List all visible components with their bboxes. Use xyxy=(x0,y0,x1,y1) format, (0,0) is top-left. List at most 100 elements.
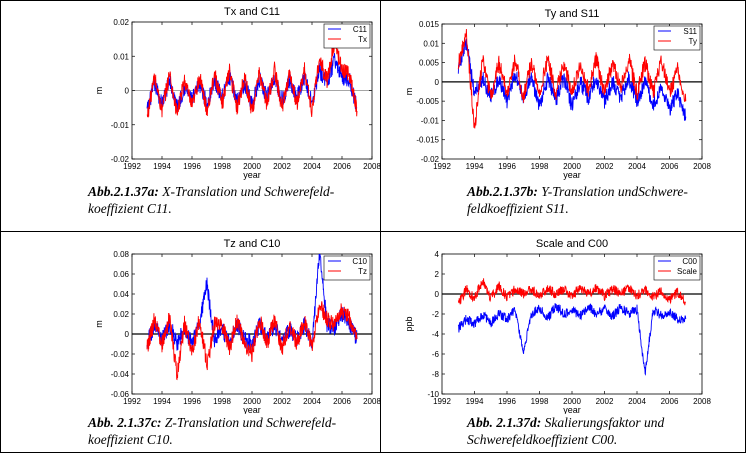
x-tick-label: 1996 xyxy=(498,162,516,171)
chart-tx-c11: Tx and C11 1992 1994 1996 1998 2000 2002 2004 20… xyxy=(94,6,381,180)
x-tick-label: 2006 xyxy=(661,162,679,171)
chart-title: Tz and C10 xyxy=(224,238,281,250)
x-tick-label: 2008 xyxy=(363,162,381,171)
y-tick-label: 0 xyxy=(435,78,440,87)
legend-box xyxy=(653,255,701,281)
y-tick-label: 0.02 xyxy=(113,310,129,319)
x-tick-label: 1992 xyxy=(433,162,451,171)
y-tick-label: 0.01 xyxy=(113,52,129,61)
legend-box xyxy=(653,25,701,51)
series-line-tx xyxy=(146,40,358,118)
y-tick-label: -8 xyxy=(432,370,440,379)
y-tick-label: -0.02 xyxy=(421,155,440,164)
y-tick-label: 0.01 xyxy=(423,39,439,48)
y-tick-label: -0.04 xyxy=(111,370,130,379)
y-tick-label: -0.01 xyxy=(421,116,440,125)
x-axis-label: year xyxy=(563,405,581,414)
y-tick-label: 0.08 xyxy=(113,250,129,259)
series-line-s11 xyxy=(457,38,687,121)
caption-c-line2: koeffizient C10. xyxy=(88,432,173,447)
caption-d: Abb. 2.1.37d: Skalierungsfaktor und Schw… xyxy=(467,414,745,448)
y-axis-label: m xyxy=(94,320,104,328)
x-tick-label: 2006 xyxy=(661,397,679,406)
caption-c: Abb. 2.1.37c: Z-Translation und Schweref… xyxy=(88,414,380,448)
caption-a-line1: X-Translation und Schwerefeld- xyxy=(158,184,335,199)
legend-label: Ty xyxy=(689,37,697,46)
x-tick-label: 1998 xyxy=(213,397,231,406)
chart-ty-s11: Ty and S11 1992 1994 1996 1998 2000 2002 2004 20… xyxy=(404,8,711,180)
legend-box xyxy=(323,23,371,49)
x-tick-label: 2004 xyxy=(628,397,646,406)
y-axis-label: ppb xyxy=(404,316,414,331)
y-tick-label: -0.015 xyxy=(416,136,439,145)
x-tick-label: 2006 xyxy=(333,162,351,171)
y-tick-label: 0 xyxy=(125,87,130,96)
y-tick-label: 0 xyxy=(125,330,130,339)
series-line-c00 xyxy=(457,303,687,376)
chart-tz-c10: Tz and C10 1992 1994 1996 1998 2000 2002 2004 20… xyxy=(94,238,381,414)
y-axis-label: m xyxy=(404,88,414,96)
legend-label: C10 xyxy=(352,257,367,266)
legend-label: C00 xyxy=(682,257,697,266)
legend-label: Scale xyxy=(677,267,698,276)
x-tick-label: 1998 xyxy=(213,162,231,171)
caption-b-line2: feldkoeffizient S11. xyxy=(467,201,569,216)
y-tick-label: -6 xyxy=(432,350,440,359)
y-tick-label: 0.015 xyxy=(419,20,440,29)
y-tick-label: 0 xyxy=(435,290,440,299)
x-tick-label: 2004 xyxy=(303,162,321,171)
x-tick-label: 1992 xyxy=(123,162,141,171)
y-tick-label: 0.04 xyxy=(113,290,129,299)
x-tick-label: 1992 xyxy=(123,397,141,406)
y-tick-label: -10 xyxy=(427,390,439,399)
y-tick-label: -0.005 xyxy=(416,97,439,106)
x-axis-label: year xyxy=(243,170,261,180)
series-line-scale xyxy=(457,278,686,306)
x-tick-label: 1996 xyxy=(183,397,201,406)
caption-a-label: Abb.2.1.37a: xyxy=(88,184,159,199)
caption-d-line2: Schwerefeldkoeffizient C00. xyxy=(467,432,618,447)
x-tick-label: 1994 xyxy=(153,162,171,171)
x-tick-label: 2008 xyxy=(693,397,711,406)
y-tick-label: -0.02 xyxy=(111,350,130,359)
caption-a: Abb.2.1.37a: X-Translation und Schwerefe… xyxy=(88,183,380,217)
caption-d-label: Abb. 2.1.37d: xyxy=(467,415,542,430)
x-tick-label: 2008 xyxy=(693,162,711,171)
x-tick-label: 2000 xyxy=(243,397,261,406)
x-tick-label: 2000 xyxy=(243,162,261,171)
legend-label: C11 xyxy=(353,25,368,34)
y-tick-label: 4 xyxy=(435,250,440,259)
chart-title: Scale and C00 xyxy=(536,238,608,250)
x-tick-label: 2002 xyxy=(596,162,614,171)
y-tick-label: -4 xyxy=(432,330,440,339)
legend-label: Tz xyxy=(358,267,367,276)
x-tick-label: 1994 xyxy=(466,397,484,406)
table-border-center xyxy=(380,0,381,453)
x-tick-label: 2002 xyxy=(273,397,291,406)
x-tick-label: 1994 xyxy=(466,162,484,171)
y-tick-label: -0.06 xyxy=(111,390,130,399)
caption-b: Abb.2.1.37b: Y-Translation undSchwere- f… xyxy=(467,183,745,217)
caption-b-label: Abb.2.1.37b: xyxy=(467,184,538,199)
x-axis-label: year xyxy=(243,405,261,414)
x-axis-label: year xyxy=(563,170,581,180)
caption-c-line1: Z-Translation und Schwerefeld- xyxy=(161,415,337,430)
caption-a-line2: koeffizient C11. xyxy=(88,201,172,216)
y-tick-label: 0.02 xyxy=(113,18,129,27)
y-tick-label: 0.06 xyxy=(113,270,129,279)
x-tick-label: 2002 xyxy=(596,397,614,406)
y-tick-label: -2 xyxy=(432,310,440,319)
legend-box xyxy=(323,255,371,281)
caption-c-label: Abb. 2.1.37c: xyxy=(88,415,162,430)
x-tick-label: 1994 xyxy=(153,397,171,406)
x-tick-label: 1996 xyxy=(498,397,516,406)
table-border-left xyxy=(0,0,1,453)
y-tick-label: -0.02 xyxy=(111,155,130,164)
table-border-top xyxy=(0,0,746,1)
y-tick-label: -0.01 xyxy=(111,121,130,130)
x-tick-label: 1992 xyxy=(433,397,451,406)
x-tick-label: 2000 xyxy=(563,162,581,171)
chart-title: Tx and C11 xyxy=(224,6,280,18)
y-tick-label: 0.005 xyxy=(419,59,440,68)
